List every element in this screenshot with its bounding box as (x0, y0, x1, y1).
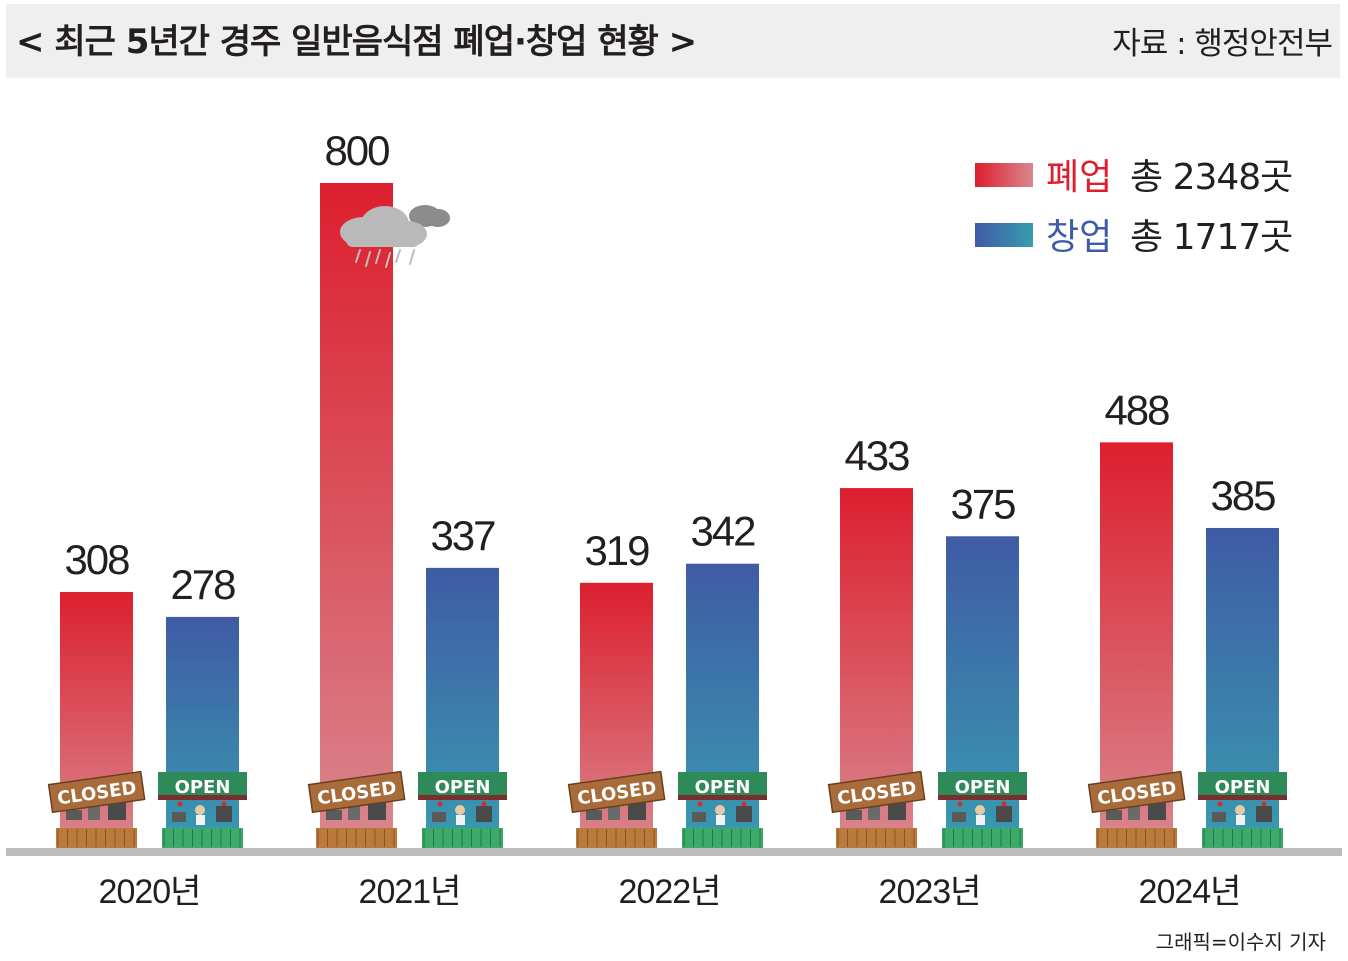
category-label-0: 2020년 (99, 873, 201, 911)
category-label-4: 2024년 (1139, 873, 1241, 911)
open-value-label-3: 375 (950, 480, 1015, 527)
open-clerk-4 (1235, 805, 1245, 815)
open-sign-label-1: OPEN (435, 777, 491, 798)
closed-value-label-3: 433 (844, 432, 909, 479)
closed-value-label-4: 488 (1104, 386, 1169, 433)
open-register-0 (172, 812, 186, 822)
open-bar-1 (426, 567, 499, 848)
open-clerk-2 (715, 805, 725, 815)
open-register-1 (432, 812, 446, 822)
open-register-4 (1212, 812, 1226, 822)
closed-bar-1 (320, 183, 393, 848)
open-bar-2 (686, 563, 759, 848)
open-clerk-3 (975, 805, 985, 815)
open-register-2 (692, 812, 706, 822)
closed-register-3 (846, 810, 862, 820)
open-sign-label-3: OPEN (955, 777, 1011, 798)
closed-register-4 (1106, 810, 1122, 820)
open-value-label-1: 337 (430, 512, 495, 559)
closed-register-0 (66, 810, 82, 820)
open-value-label-4: 385 (1210, 472, 1275, 519)
open-sign-label-2: OPEN (695, 777, 751, 798)
baseline (6, 848, 1342, 856)
page-title: < 최근 5년간 경주 일반음식점 폐업·창업 현황 > (16, 22, 697, 62)
open-clerk-1 (455, 805, 465, 815)
open-sign-label-4: OPEN (1215, 777, 1271, 798)
legend-total-0: 총 2348곳 (1130, 157, 1292, 198)
legend-swatch-0 (975, 163, 1033, 187)
open-clerk-0 (195, 805, 205, 815)
closed-sign-0: CLOSED (47, 770, 146, 814)
source-label: 자료 : 행정안전부 (1112, 26, 1333, 62)
bars-layer (60, 183, 1279, 848)
labels-layer: 308 278 2020년 800 337 2021년 319 342 2022년 433 375 2… (64, 127, 1277, 911)
closed-value-label-1: 800 (324, 127, 389, 174)
category-label-2: 2022년 (619, 873, 721, 911)
open-register-3 (952, 812, 966, 822)
open-value-label-2: 342 (690, 508, 755, 555)
legend-label-1: 창업 (1046, 217, 1112, 258)
category-label-3: 2023년 (879, 873, 981, 911)
closed-value-label-2: 319 (584, 527, 649, 574)
credit-label: 그래픽=이수지 기자 (1155, 930, 1326, 954)
category-label-1: 2021년 (359, 873, 461, 911)
open-bar-3 (946, 536, 1019, 848)
header-bar (6, 4, 1340, 78)
storefront-layer: CLOSED OPEN CLOSED OPEN CLOSED OPEN CLOSED OPEN… (47, 770, 1287, 848)
open-sign-label-0: OPEN (175, 777, 231, 798)
closed-value-label-0: 308 (64, 536, 129, 583)
legend-label-0: 폐업 (1046, 157, 1112, 198)
legend-total-1: 총 1717곳 (1130, 217, 1292, 258)
closed-register-2 (586, 810, 602, 820)
legend-swatch-1 (975, 223, 1033, 247)
cloud-icon (340, 205, 450, 268)
open-value-label-0: 278 (170, 561, 235, 608)
closed-register-1 (326, 810, 342, 820)
